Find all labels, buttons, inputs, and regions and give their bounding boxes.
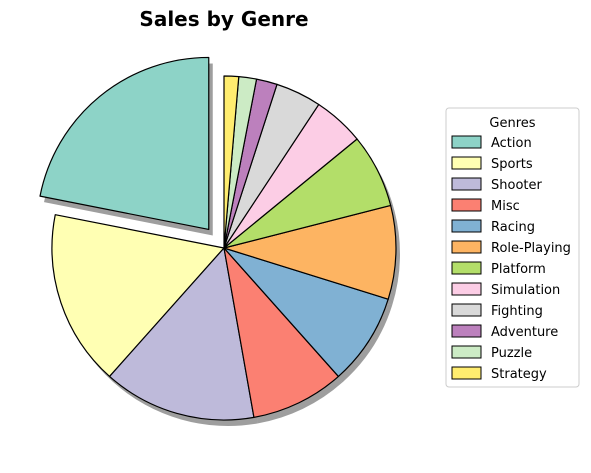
- slice-strategy: [223, 75, 240, 249]
- pie-slices: [39, 56, 397, 421]
- legend-swatch-fighting: [451, 303, 482, 317]
- legend-swatch-puzzle: [451, 345, 482, 359]
- legend-item-sports: Sports: [451, 156, 533, 172]
- legend-label-sports: Sports: [491, 157, 533, 172]
- legend-swatch-misc: [451, 198, 482, 212]
- legend-item-platform: Platform: [451, 261, 546, 277]
- legend-label-fighting: Fighting: [491, 304, 543, 319]
- slice-role-playing: [223, 204, 397, 300]
- legend-item-shooter: Shooter: [451, 177, 542, 193]
- slice-shooter: [108, 247, 255, 421]
- legend: Genres Action Sports Shooter Misc Racing Role…: [445, 107, 580, 388]
- legend-item-puzzle: Puzzle: [451, 345, 532, 361]
- legend-swatch-adventure: [451, 324, 482, 338]
- legend-swatch-shooter: [451, 177, 482, 191]
- legend-label-platform: Platform: [491, 262, 546, 277]
- legend-item-strategy: Strategy: [451, 366, 547, 382]
- legend-item-misc: Misc: [451, 198, 520, 214]
- legend-title: Genres: [489, 116, 535, 131]
- legend-item-role-playing: Role-Playing: [451, 240, 571, 256]
- legend-swatch-strategy: [451, 366, 482, 380]
- legend-swatch-racing: [451, 219, 482, 233]
- slice-racing: [223, 247, 389, 378]
- slice-action: [39, 56, 210, 231]
- legend-item-racing: Racing: [451, 219, 535, 235]
- legend-item-simulation: Simulation: [451, 282, 560, 298]
- chart-title: Sales by Genre: [139, 7, 308, 31]
- legend-swatch-sports: [451, 156, 482, 170]
- slice-misc: [223, 247, 340, 418]
- slice-sports: [51, 214, 225, 378]
- legend-label-adventure: Adventure: [491, 325, 558, 340]
- legend-item-fighting: Fighting: [451, 303, 543, 319]
- legend-swatch-simulation: [451, 282, 482, 296]
- legend-swatch-role-playing: [451, 240, 482, 254]
- legend-swatch-platform: [451, 261, 482, 275]
- legend-label-strategy: Strategy: [491, 367, 547, 382]
- legend-label-simulation: Simulation: [491, 283, 560, 298]
- legend-item-adventure: Adventure: [451, 324, 558, 340]
- legend-label-puzzle: Puzzle: [491, 346, 532, 361]
- legend-swatch-action: [451, 135, 482, 149]
- legend-items: Action Sports Shooter Misc Racing Role-Playin…: [451, 135, 571, 382]
- legend-item-action: Action: [451, 135, 532, 151]
- legend-label-role-playing: Role-Playing: [491, 241, 571, 256]
- legend-label-shooter: Shooter: [491, 178, 542, 193]
- legend-label-action: Action: [491, 136, 532, 151]
- legend-label-racing: Racing: [491, 220, 535, 235]
- legend-label-misc: Misc: [491, 199, 520, 214]
